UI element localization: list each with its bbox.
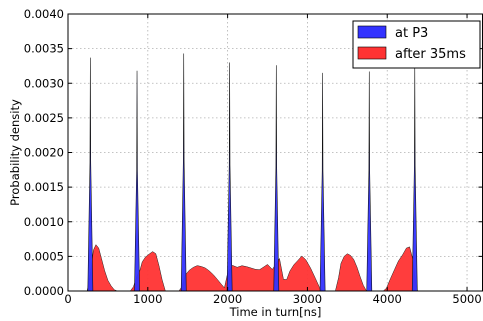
x-tick-label: 5000: [452, 292, 481, 306]
y-tick-label: 0.0020: [24, 146, 64, 160]
peak-at-p3: [180, 53, 187, 292]
x-tick-label: 4000: [373, 292, 402, 306]
y-axis-ticks: 0.0000 0.0005 0.0010 0.0015 0.0020 0.0025 0.00…: [24, 7, 483, 298]
series-at-p3: [87, 53, 418, 292]
y-tick-label: 0.0035: [24, 42, 64, 56]
x-axis-label: Time in turn[ns]: [229, 305, 322, 319]
peak-at-p3: [411, 63, 418, 292]
peak-at-p3: [319, 72, 326, 292]
x-tick-label: 0: [64, 292, 71, 306]
peak-at-p3: [366, 71, 373, 292]
y-tick-label: 0.0000: [24, 284, 64, 298]
legend: at P3 after 35ms: [352, 20, 481, 69]
peak-at-p3: [87, 57, 94, 292]
y-tick-label: 0.0005: [24, 249, 64, 263]
legend-swatch-at-p3: [357, 25, 387, 39]
legend-label-after-35ms: after 35ms: [395, 47, 466, 62]
y-tick-label: 0.0030: [24, 76, 64, 90]
y-axis-label: Probability density: [8, 99, 22, 206]
x-tick-label: 1000: [133, 292, 162, 306]
legend-swatch-after-35ms: [357, 46, 387, 60]
peak-at-p3: [273, 65, 280, 292]
legend-label-at-p3: at P3: [395, 26, 428, 41]
peak-at-p3: [134, 70, 140, 292]
area-after-35ms: [86, 244, 418, 292]
y-tick-label: 0.0010: [24, 215, 64, 229]
x-tick-label: 2000: [213, 292, 242, 306]
peak-at-p3: [226, 62, 233, 292]
y-tick-label: 0.0040: [24, 7, 64, 21]
y-tick-label: 0.0025: [24, 111, 64, 125]
x-axis-ticks: 0 1000 2000 3000 4000 5000: [64, 14, 482, 306]
x-tick-label: 3000: [293, 292, 322, 306]
series-after-35ms: [86, 244, 418, 292]
y-tick-label: 0.0015: [24, 180, 64, 194]
